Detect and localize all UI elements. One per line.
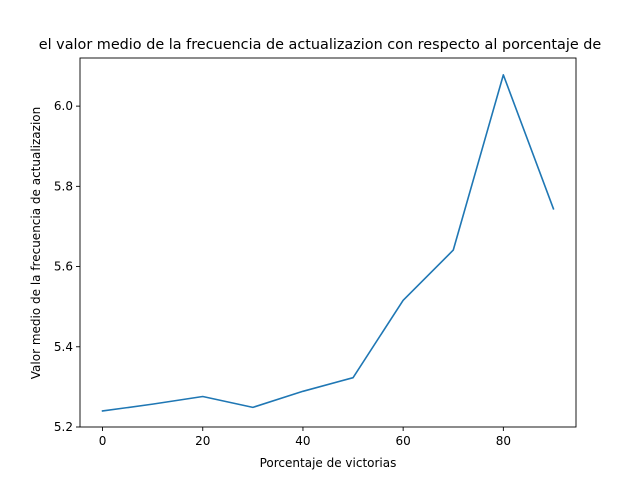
x-tick-label: 20 bbox=[195, 434, 210, 448]
y-tick-label: 5.4 bbox=[54, 340, 73, 354]
y-axis-ticks: 5.2 5.4 5.6 5.8 6.0 bbox=[54, 99, 80, 434]
x-axis-ticks: 0 20 40 60 80 bbox=[99, 427, 511, 448]
y-tick-label: 5.8 bbox=[54, 179, 73, 193]
y-axis-label: Valor medio de la frecuencia de actualiz… bbox=[29, 107, 43, 379]
series-line bbox=[101, 74, 555, 412]
plot-area bbox=[101, 74, 555, 412]
y-tick-label: 5.2 bbox=[54, 420, 73, 434]
x-tick-label: 40 bbox=[295, 434, 310, 448]
chart-title: el valor medio de la frecuencia de actua… bbox=[39, 37, 602, 53]
axes-frame bbox=[79, 57, 577, 428]
y-tick-label: 6.0 bbox=[54, 99, 73, 113]
y-tick-label: 5.6 bbox=[54, 260, 73, 274]
x-tick-label: 60 bbox=[396, 434, 411, 448]
x-tick-label: 80 bbox=[496, 434, 511, 448]
x-axis-label: Porcentaje de victorias bbox=[260, 456, 397, 470]
x-tick-label: 0 bbox=[99, 434, 107, 448]
